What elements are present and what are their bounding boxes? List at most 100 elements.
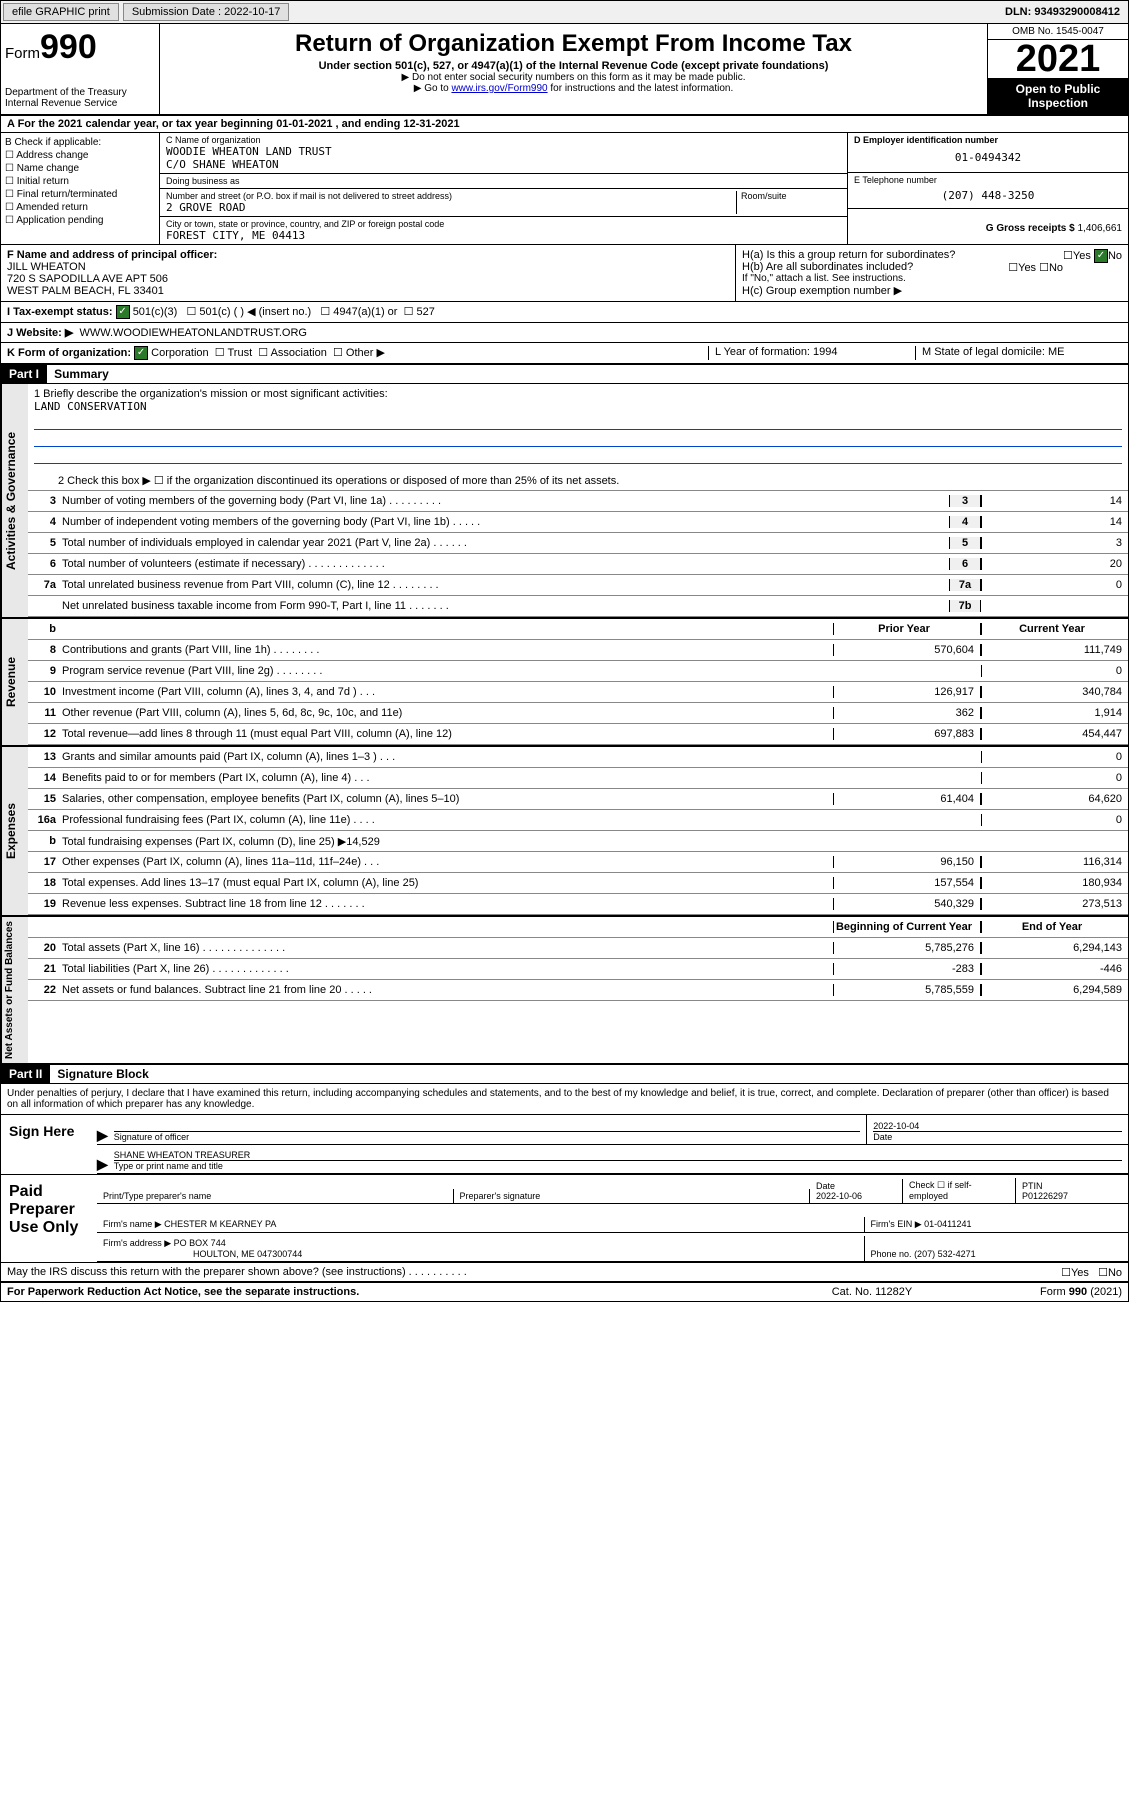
mission-text: LAND CONSERVATION	[34, 400, 1122, 413]
sig-date-label: Date	[873, 1131, 1122, 1142]
note2-post: for instructions and the latest informat…	[548, 83, 734, 94]
summary-line: 21 Total liabilities (Part X, line 26) .…	[28, 959, 1128, 980]
line-desc: Other expenses (Part IX, column (A), lin…	[62, 854, 833, 870]
gross-label: G Gross receipts $	[986, 223, 1075, 234]
dept-treasury: Department of the Treasury	[5, 87, 155, 98]
summary-line: 11 Other revenue (Part VIII, column (A),…	[28, 703, 1128, 724]
summary-line: 3 Number of voting members of the govern…	[28, 491, 1128, 512]
sig-date-cell: 2022-10-04 Date	[867, 1119, 1128, 1144]
prep-sig-label: Preparer's signature	[460, 1191, 804, 1201]
line-boxnum: 5	[949, 537, 981, 549]
col-b-checkboxes: B Check if applicable: ☐ Address change …	[1, 133, 160, 244]
name-label: C Name of organization	[166, 135, 841, 145]
arrow-icon: ▶	[97, 1127, 108, 1144]
section-governance: Activities & Governance 1 Briefly descri…	[1, 384, 1128, 619]
line-desc: Total number of individuals employed in …	[62, 535, 949, 551]
summary-line: 22 Net assets or fund balances. Subtract…	[28, 980, 1128, 1001]
cb-corp[interactable]: ✓	[134, 346, 148, 360]
line-num: 15	[28, 793, 62, 805]
arrow-icon-2: ▶	[97, 1156, 108, 1173]
firm-phone-cell: Phone no. (207) 532-4271	[865, 1247, 1129, 1261]
cell-org-name: C Name of organization WOODIE WHEATON LA…	[160, 133, 847, 174]
paid-preparer-row: Paid Preparer Use Only Print/Type prepar…	[1, 1174, 1128, 1262]
form-subtitle: Under section 501(c), 527, or 4947(a)(1)…	[164, 60, 983, 72]
submission-date-button[interactable]: Submission Date : 2022-10-17	[123, 3, 290, 21]
line-num: 14	[28, 772, 62, 784]
irs-link[interactable]: www.irs.gov/Form990	[451, 83, 547, 94]
gross-value: 1,406,661	[1078, 223, 1123, 234]
discuss-row: May the IRS discuss this return with the…	[1, 1262, 1128, 1282]
cb-final[interactable]: ☐ Final return/terminated	[5, 189, 155, 200]
care-of: C/O SHANE WHEATON	[166, 158, 841, 171]
firm-name-value: CHESTER M KEARNEY PA	[164, 1219, 276, 1229]
cb-501c3[interactable]: ✓	[116, 305, 130, 319]
ha-no-check[interactable]: ✓	[1094, 249, 1108, 263]
opt-501c3: 501(c)(3)	[133, 306, 178, 318]
phone-value: (207) 448-3250	[854, 185, 1122, 206]
sig-officer-cell: Signature of officer	[108, 1115, 867, 1144]
footer-left: For Paperwork Reduction Act Notice, see …	[7, 1286, 772, 1298]
vert-expenses: Expenses	[1, 747, 28, 915]
street-value: 2 GROVE ROAD	[166, 201, 736, 214]
prep-date-label: Date	[816, 1181, 896, 1191]
firm-phone-value: (207) 532-4271	[914, 1249, 976, 1259]
line-num: b	[28, 835, 62, 847]
line-num: 6	[28, 558, 62, 570]
vert-governance: Activities & Governance	[1, 384, 28, 617]
summary-line: Net unrelated business taxable income fr…	[28, 596, 1128, 617]
cb-initial[interactable]: ☐ Initial return	[5, 176, 155, 187]
prior-value: 570,604	[833, 644, 981, 656]
net-body: Beginning of Current Year End of Year 20…	[28, 917, 1128, 1063]
ha-no: No	[1108, 250, 1122, 262]
line-desc: Total fundraising expenses (Part IX, col…	[62, 833, 833, 850]
summary-line: 18 Total expenses. Add lines 13–17 (must…	[28, 873, 1128, 894]
col-c-org-info: C Name of organization WOODIE WHEATON LA…	[160, 133, 847, 244]
summary-line: 20 Total assets (Part X, line 16) . . . …	[28, 938, 1128, 959]
prep-date-value: 2022-10-06	[816, 1191, 896, 1201]
cb-address[interactable]: ☐ Address change	[5, 150, 155, 161]
officer-addr1: 720 S SAPODILLA AVE APT 506	[7, 273, 168, 285]
part1-title: Summary	[50, 365, 113, 383]
current-value: 273,513	[981, 898, 1128, 910]
opt-corp: Corporation	[151, 347, 208, 359]
prior-value: 362	[833, 707, 981, 719]
note2-pre: ▶ Go to	[414, 83, 452, 94]
current-value: 6,294,143	[981, 942, 1128, 954]
phone-label: E Telephone number	[854, 175, 1122, 185]
prior-value: -283	[833, 963, 981, 975]
ha-label: H(a) Is this a group return for subordin…	[742, 249, 955, 261]
row-i-status: I Tax-exempt status: ✓ 501(c)(3) ☐ 501(c…	[1, 302, 1128, 323]
cb-pending[interactable]: ☐ Application pending	[5, 215, 155, 226]
line-desc: Number of voting members of the governin…	[62, 493, 949, 509]
line-desc: Net unrelated business taxable income fr…	[62, 598, 949, 614]
name-title-label: Type or print name and title	[114, 1160, 1122, 1171]
line-desc: Grants and similar amounts paid (Part IX…	[62, 749, 833, 765]
cell-phone: E Telephone number (207) 448-3250	[848, 173, 1128, 209]
cb-amended[interactable]: ☐ Amended return	[5, 202, 155, 213]
firm-ein-cell: Firm's EIN ▶ 01-0411241	[865, 1217, 1129, 1232]
open-inspection: Open to Public Inspection	[988, 78, 1128, 114]
footer: For Paperwork Reduction Act Notice, see …	[1, 1282, 1128, 1301]
firm-name-label: Firm's name ▶	[103, 1219, 162, 1229]
line-num: 8	[28, 644, 62, 656]
prep-name-cell: Print/Type preparer's name	[97, 1189, 454, 1203]
officer-addr2: WEST PALM BEACH, FL 33401	[7, 285, 164, 297]
cb-final-label: Final return/terminated	[17, 189, 118, 200]
firm-phone-label: Phone no.	[871, 1249, 912, 1259]
section-revenue: Revenue b Prior Year Current Year 8 Cont…	[1, 619, 1128, 747]
cb-pending-label: Application pending	[16, 215, 103, 226]
sig-name-cell: SHANE WHEATON TREASURER Type or print na…	[108, 1148, 1128, 1173]
efile-button[interactable]: efile GRAPHIC print	[3, 3, 119, 21]
ein-value: 01-0494342	[854, 145, 1122, 170]
line-boxnum: 6	[949, 558, 981, 570]
part2-title: Signature Block	[53, 1065, 152, 1083]
line-desc: Total assets (Part X, line 16) . . . . .…	[62, 940, 833, 956]
line-value: 0	[981, 579, 1128, 591]
cell-city: City or town, state or province, country…	[160, 217, 847, 244]
form-word: Form	[5, 45, 40, 62]
dba-label: Doing business as	[166, 176, 841, 186]
current-value: 0	[981, 772, 1128, 784]
cb-name[interactable]: ☐ Name change	[5, 163, 155, 174]
hc-label: H(c) Group exemption number ▶	[742, 284, 1122, 297]
line-desc: Number of independent voting members of …	[62, 514, 949, 530]
